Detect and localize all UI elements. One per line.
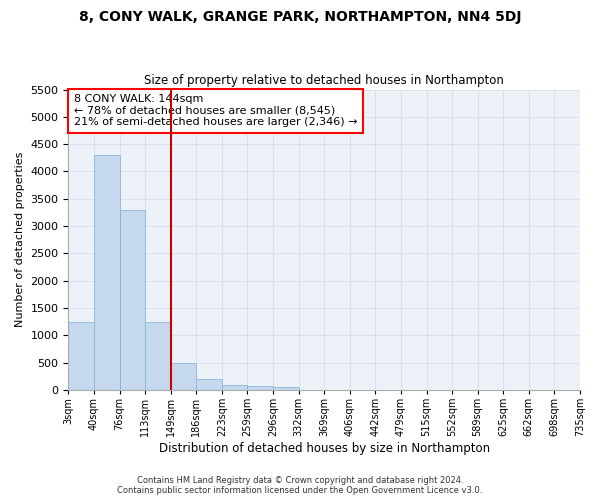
Bar xyxy=(119,210,145,390)
Bar xyxy=(171,362,196,390)
Text: 8 CONY WALK: 144sqm
← 78% of detached houses are smaller (8,545)
21% of semi-det: 8 CONY WALK: 144sqm ← 78% of detached ho… xyxy=(74,94,357,128)
Bar xyxy=(94,155,119,390)
Bar xyxy=(145,322,171,390)
X-axis label: Distribution of detached houses by size in Northampton: Distribution of detached houses by size … xyxy=(158,442,490,455)
Bar xyxy=(273,388,299,390)
Text: Contains HM Land Registry data © Crown copyright and database right 2024.
Contai: Contains HM Land Registry data © Crown c… xyxy=(118,476,482,495)
Bar xyxy=(247,386,273,390)
Bar xyxy=(222,384,247,390)
Bar xyxy=(68,322,94,390)
Title: Size of property relative to detached houses in Northampton: Size of property relative to detached ho… xyxy=(144,74,504,87)
Bar xyxy=(196,379,222,390)
Text: 8, CONY WALK, GRANGE PARK, NORTHAMPTON, NN4 5DJ: 8, CONY WALK, GRANGE PARK, NORTHAMPTON, … xyxy=(79,10,521,24)
Y-axis label: Number of detached properties: Number of detached properties xyxy=(15,152,25,328)
